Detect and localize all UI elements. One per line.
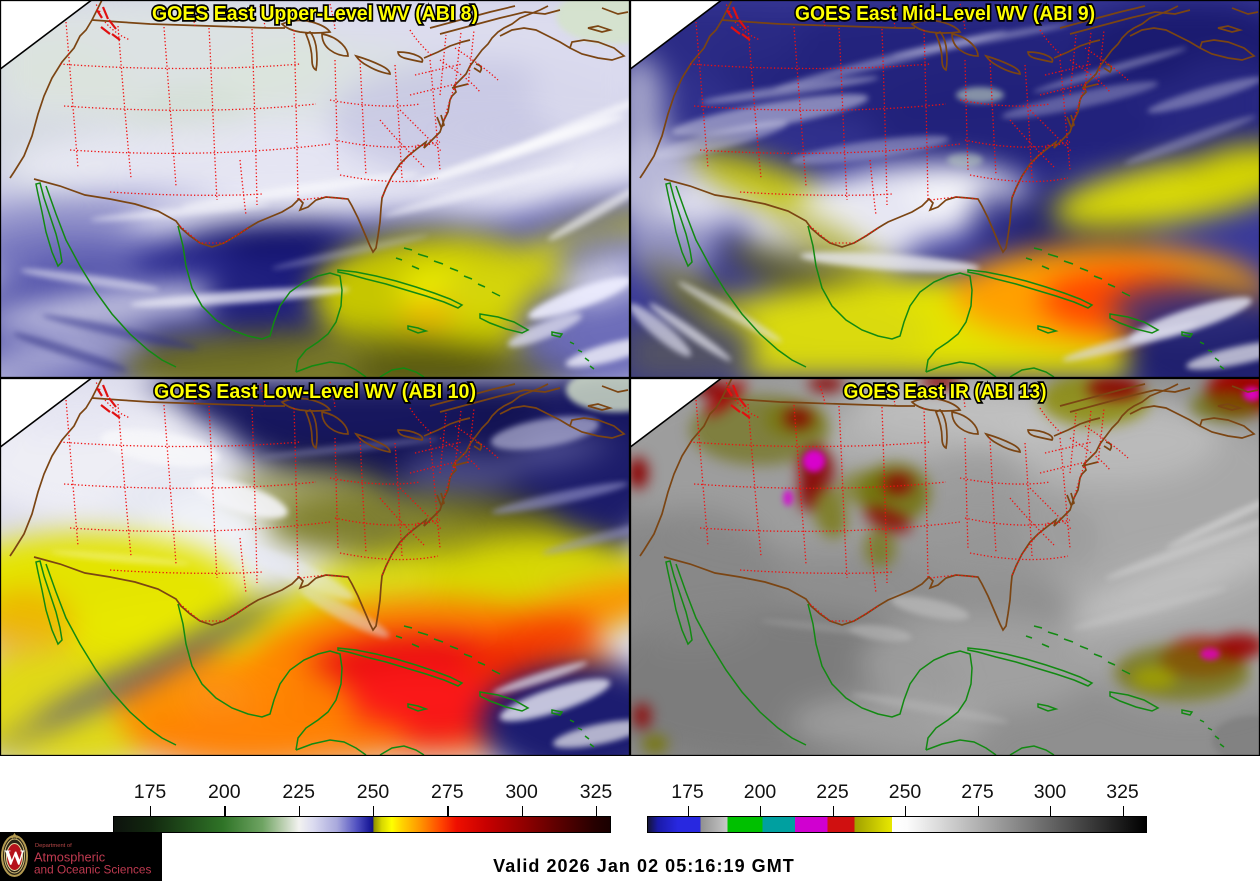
svg-text:GOES East Mid-Level WV (ABI 9): GOES East Mid-Level WV (ABI 9)	[795, 3, 1095, 25]
svg-text:Department of: Department of	[35, 843, 72, 849]
svg-text:and Oceanic Sciences: and Oceanic Sciences	[34, 863, 151, 877]
svg-text:GOES East IR (ABI 13): GOES East IR (ABI 13)	[844, 381, 1047, 403]
svg-text:Atmospheric: Atmospheric	[34, 850, 106, 865]
svg-text:GOES East Upper-Level WV (ABI: GOES East Upper-Level WV (ABI 8)	[152, 3, 478, 25]
svg-text:GOES East Low-Level WV (ABI 10: GOES East Low-Level WV (ABI 10)	[154, 381, 476, 403]
svg-text:W: W	[4, 846, 25, 870]
